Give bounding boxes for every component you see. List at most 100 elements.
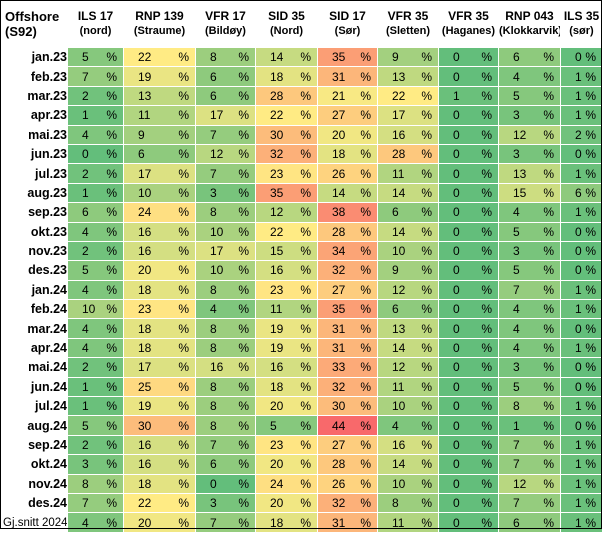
- cell-unit: %: [543, 436, 554, 454]
- value-cell: 11%: [378, 377, 439, 396]
- cell-unit: %: [543, 145, 554, 163]
- cell-value: 8: [210, 378, 217, 396]
- value-cell: 0%: [439, 183, 499, 202]
- cell-value: 7: [513, 455, 520, 473]
- cell-value: 20: [270, 455, 283, 473]
- cell-value: 13: [138, 87, 151, 105]
- cell-value: 0: [453, 223, 460, 241]
- value-cell: 7%: [196, 125, 256, 144]
- cell-value: 1: [575, 87, 582, 105]
- value-cell: 6%: [68, 203, 124, 222]
- value-cell: 1%: [561, 86, 602, 105]
- header-row: Offshore (S92) ILS 17(nord)RNP 139(Strau…: [1, 1, 602, 48]
- cell-value: 7: [82, 494, 89, 512]
- value-cell: 9%: [378, 48, 439, 67]
- cell-value: 30: [332, 397, 345, 415]
- cell-unit: %: [238, 261, 249, 279]
- value-cell: 16%: [378, 435, 439, 454]
- value-cell: 16%: [256, 358, 318, 377]
- cell-value: 0: [453, 358, 460, 376]
- row-label: jun.24: [1, 377, 68, 396]
- value-cell: 34%: [318, 241, 378, 260]
- cell-value: 0: [453, 261, 460, 279]
- cell-value: 8: [82, 475, 89, 493]
- value-cell: 30%: [318, 397, 378, 416]
- cell-unit: %: [543, 378, 554, 396]
- corner-subtitle: (S92): [5, 24, 67, 39]
- value-cell: 0%: [439, 280, 499, 299]
- value-cell: 4%: [499, 338, 561, 357]
- cell-value: 7: [82, 68, 89, 86]
- cell-value: 20: [332, 126, 345, 144]
- cell-value: 18: [138, 281, 151, 299]
- cell-unit: %: [106, 242, 117, 260]
- cell-unit: %: [238, 126, 249, 144]
- value-cell: 13%: [499, 164, 561, 183]
- value-cell: 44%: [318, 416, 378, 435]
- cell-value: 16: [138, 242, 151, 260]
- cell-unit: %: [421, 261, 432, 279]
- cell-unit: %: [585, 494, 596, 512]
- cell-unit: %: [300, 203, 311, 221]
- value-cell: 19%: [124, 67, 196, 86]
- cell-unit: %: [481, 87, 492, 105]
- value-cell: 9%: [378, 261, 439, 280]
- cell-value: 35: [332, 300, 345, 318]
- cell-value: 0: [453, 242, 460, 260]
- value-cell: 16%: [196, 358, 256, 377]
- cell-unit: %: [300, 358, 311, 376]
- value-cell: 14%: [256, 48, 318, 67]
- value-cell: 18%: [318, 144, 378, 163]
- cell-unit: %: [543, 261, 554, 279]
- cell-unit: %: [106, 358, 117, 376]
- cell-unit: %: [178, 475, 189, 493]
- cell-unit: %: [178, 514, 189, 532]
- column-subtitle: (nord): [68, 24, 123, 39]
- cell-value: 0: [453, 397, 460, 415]
- cell-value: 12: [392, 358, 405, 376]
- value-cell: 22%: [124, 493, 196, 512]
- cell-unit: %: [178, 184, 189, 202]
- cell-value: 10: [392, 397, 405, 415]
- value-cell: 0%: [439, 358, 499, 377]
- cell-value: 34: [332, 242, 345, 260]
- cell-unit: %: [585, 203, 596, 221]
- cell-unit: %: [481, 261, 492, 279]
- cell-unit: %: [421, 242, 432, 260]
- cell-value: 16: [392, 436, 405, 454]
- value-cell: 1%: [561, 397, 602, 416]
- cell-value: 0: [453, 494, 460, 512]
- cell-value: 0: [575, 223, 582, 241]
- cell-unit: %: [106, 281, 117, 299]
- cell-unit: %: [421, 358, 432, 376]
- value-cell: 0%: [68, 144, 124, 163]
- value-cell: 1%: [439, 86, 499, 105]
- cell-unit: %: [238, 339, 249, 357]
- value-cell: 16%: [124, 241, 196, 260]
- value-cell: 0%: [561, 319, 602, 338]
- cell-value: 4: [82, 223, 89, 241]
- value-cell: 3%: [499, 358, 561, 377]
- cell-value: 3: [513, 242, 520, 260]
- cell-value: 22: [392, 87, 405, 105]
- cell-value: 2: [82, 358, 89, 376]
- cell-unit: %: [543, 184, 554, 202]
- cell-value: 22: [138, 48, 151, 66]
- value-cell: 17%: [196, 241, 256, 260]
- cell-value: 0: [453, 165, 460, 183]
- cell-unit: %: [585, 339, 596, 357]
- cell-value: 0: [575, 378, 582, 396]
- cell-unit: %: [178, 68, 189, 86]
- value-cell: 6%: [499, 48, 561, 67]
- cell-unit: %: [300, 68, 311, 86]
- cell-unit: %: [178, 281, 189, 299]
- cell-unit: %: [360, 261, 371, 279]
- cell-value: 0: [453, 68, 460, 86]
- value-cell: 7%: [499, 493, 561, 512]
- cell-unit: %: [585, 87, 596, 105]
